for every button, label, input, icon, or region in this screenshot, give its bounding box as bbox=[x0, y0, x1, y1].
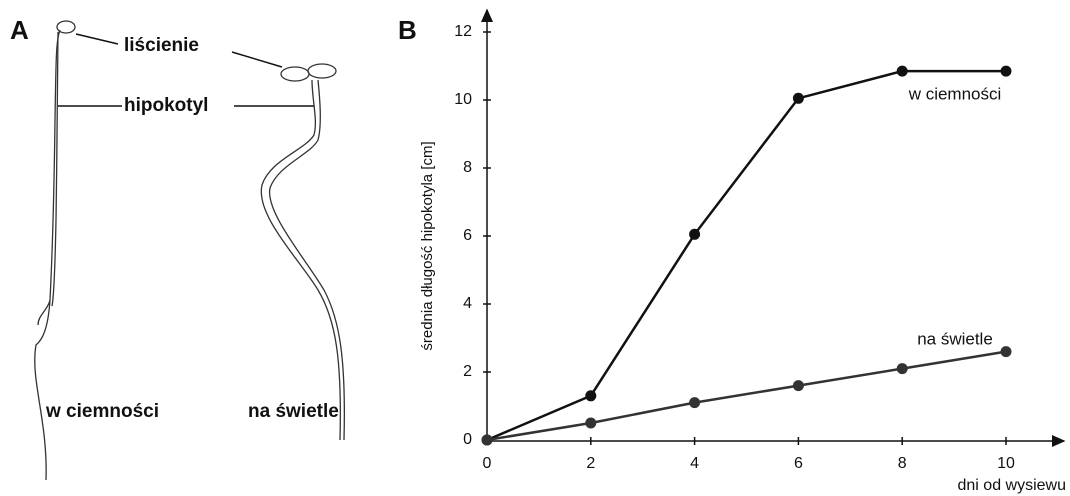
series-line bbox=[487, 71, 1006, 440]
pointer bbox=[76, 34, 118, 44]
series-label: w ciemności bbox=[908, 84, 1002, 103]
y-tick-label: 12 bbox=[454, 23, 472, 40]
label: na świetle bbox=[248, 401, 339, 422]
x-tick-label: 4 bbox=[690, 455, 699, 472]
figure: A liścienie hipokotyl w ciemności na świ… bbox=[0, 0, 1070, 496]
data-point bbox=[1001, 66, 1012, 77]
x-tick-label: 2 bbox=[586, 455, 595, 472]
data-point bbox=[482, 435, 493, 446]
y-tick-label: 10 bbox=[454, 91, 472, 108]
label: hipokotyl bbox=[124, 95, 208, 116]
data-point bbox=[689, 229, 700, 240]
y-tick-label: 6 bbox=[463, 227, 472, 244]
data-point bbox=[897, 66, 908, 77]
y-tick-label: 4 bbox=[463, 295, 472, 312]
y-tick-label: 2 bbox=[463, 363, 472, 380]
y-tick-label: 8 bbox=[463, 159, 472, 176]
panel-label: A bbox=[10, 15, 29, 45]
data-point bbox=[1001, 346, 1012, 357]
label: w ciemności bbox=[45, 401, 159, 422]
x-tick-label: 8 bbox=[898, 455, 907, 472]
seedling-light bbox=[261, 64, 344, 440]
pointer bbox=[232, 52, 282, 67]
panel-label: B bbox=[398, 15, 417, 45]
x-tick-label: 0 bbox=[483, 455, 492, 472]
data-point bbox=[793, 93, 804, 104]
data-point bbox=[689, 397, 700, 408]
data-point bbox=[585, 418, 596, 429]
data-point bbox=[793, 380, 804, 391]
data-point bbox=[897, 363, 908, 374]
label: liścienie bbox=[124, 35, 199, 56]
x-axis-label: dni od wysiewu bbox=[958, 477, 1067, 494]
series-line bbox=[487, 352, 1006, 440]
x-tick-label: 10 bbox=[997, 455, 1015, 472]
y-axis-label: średnia długość hipokotyla [cm] bbox=[419, 141, 436, 350]
y-tick-label: 0 bbox=[463, 431, 472, 448]
data-point bbox=[585, 390, 596, 401]
series-label: na świetle bbox=[917, 329, 993, 348]
x-tick-label: 6 bbox=[794, 455, 803, 472]
